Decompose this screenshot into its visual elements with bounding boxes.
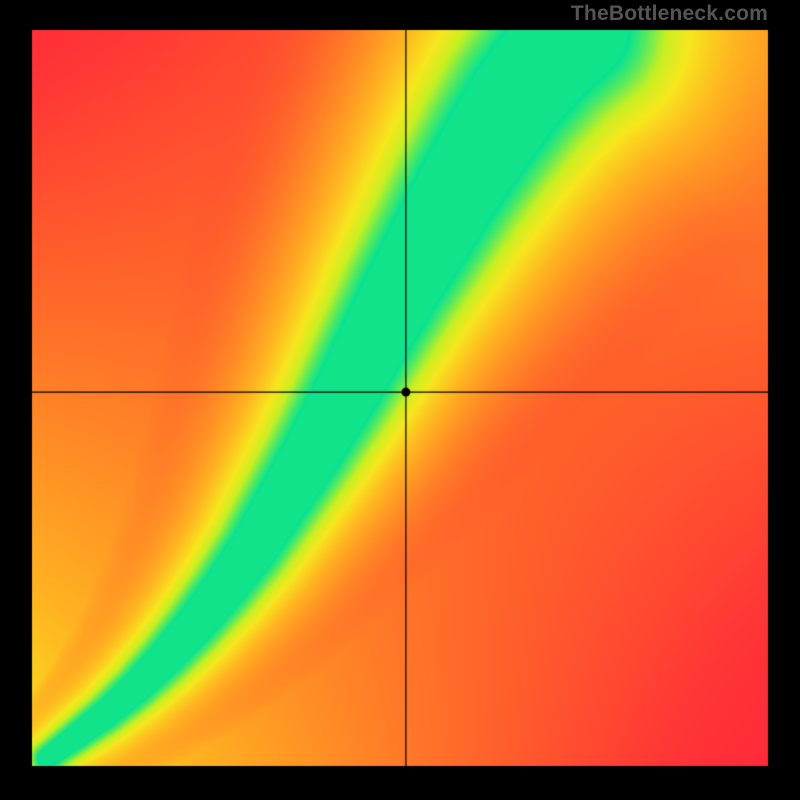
bottleneck-heatmap [0, 0, 800, 800]
watermark-label: TheBottleneck.com [571, 2, 768, 26]
chart-container: TheBottleneck.com [0, 0, 800, 800]
